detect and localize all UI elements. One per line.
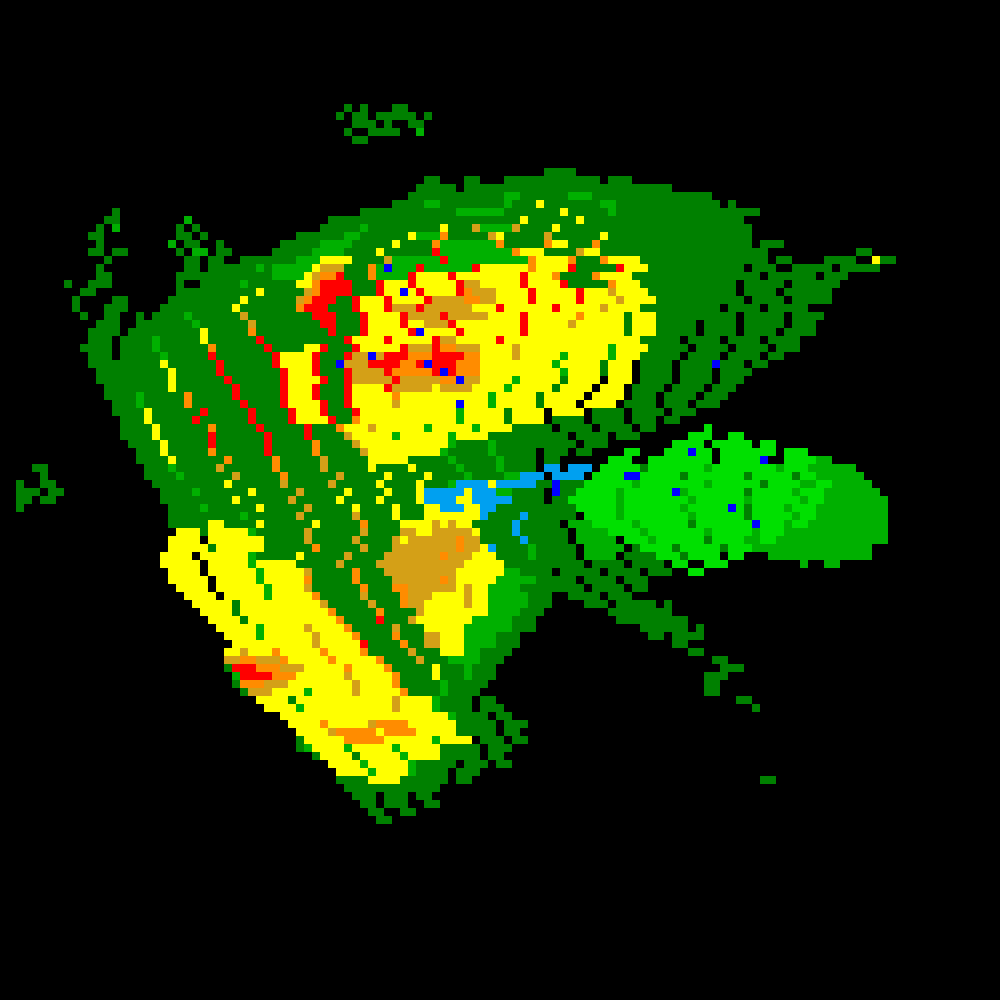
radar-reflectivity-canvas (0, 0, 1000, 1000)
radar-image-panel (0, 0, 1000, 1000)
